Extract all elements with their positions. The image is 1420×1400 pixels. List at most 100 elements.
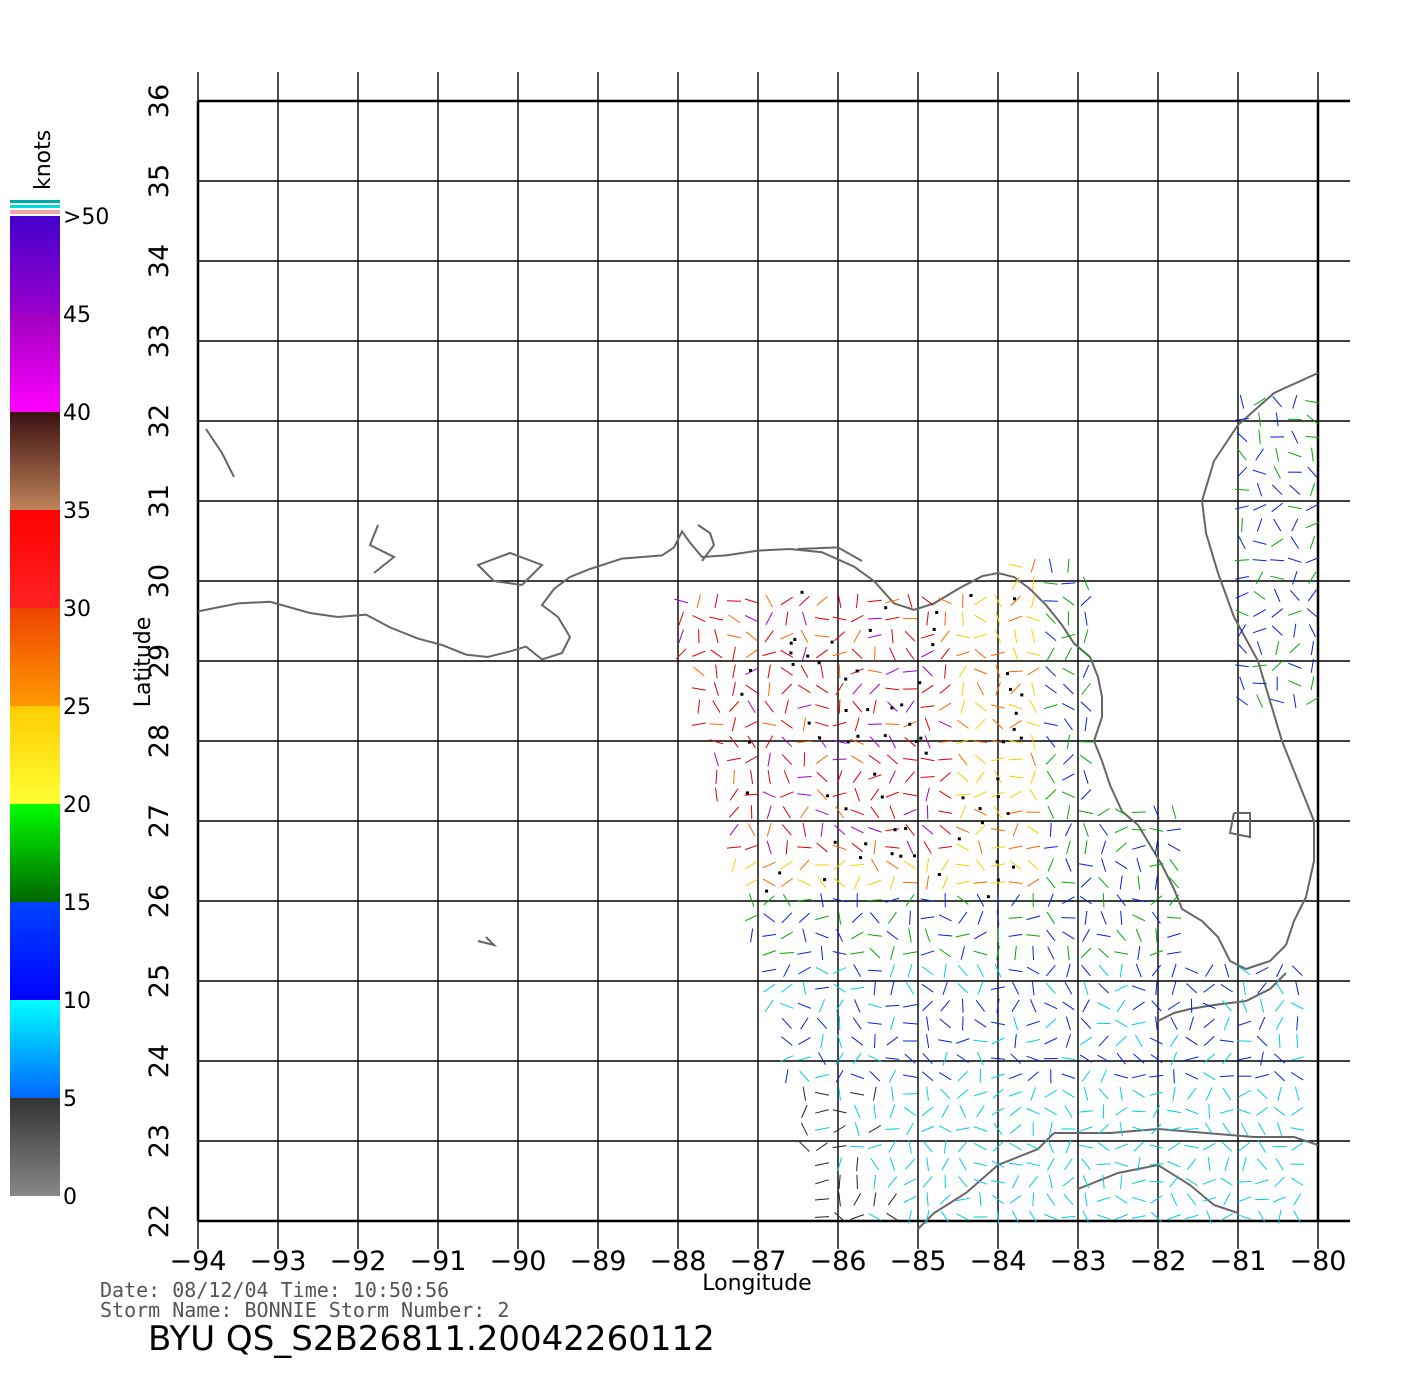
wind-vector xyxy=(1082,1210,1090,1224)
coastline-segment xyxy=(368,524,396,574)
wind-vector xyxy=(940,858,950,872)
wind-vector xyxy=(1030,558,1036,573)
wind-vector xyxy=(870,788,880,801)
wind-vector xyxy=(1237,1180,1252,1183)
wind-vector xyxy=(955,1127,970,1131)
wind-vector xyxy=(873,1192,877,1207)
rain-flag-dot xyxy=(969,594,973,597)
wind-vector xyxy=(744,844,759,851)
wind-vector xyxy=(1189,1016,1195,1031)
wind-vector xyxy=(762,950,776,956)
wind-vector xyxy=(976,682,984,696)
wind-vector xyxy=(1289,484,1301,495)
wind-vector xyxy=(1079,1126,1093,1132)
wind-vector xyxy=(991,863,1005,867)
lat-tick-label: 29 xyxy=(144,644,175,678)
wind-vector xyxy=(1131,1110,1146,1113)
wind-vector xyxy=(1309,483,1316,497)
wind-vector xyxy=(797,951,812,955)
coastline-segment xyxy=(1228,812,1251,839)
wind-vector xyxy=(940,630,950,643)
wind-vector xyxy=(1270,559,1285,562)
wind-vector xyxy=(888,1140,897,1153)
wind-vector xyxy=(1132,985,1146,991)
wind-vector xyxy=(904,630,916,642)
map-axes: −94 −93 −92 −91 −90 −89 −88 −87 −86 −85 −84 −83 −82−… xyxy=(144,84,1346,1277)
wind-vector xyxy=(1008,758,1023,761)
wind-vector xyxy=(1167,951,1181,955)
wind-vector xyxy=(1135,928,1142,943)
wind-vector xyxy=(1026,966,1040,975)
wind-vector xyxy=(955,793,970,796)
wind-vector xyxy=(1062,1177,1075,1187)
wind-vector xyxy=(1096,1163,1111,1165)
wind-vector xyxy=(1236,696,1248,706)
wind-vector xyxy=(1008,916,1023,919)
wind-vector xyxy=(1291,518,1299,532)
wind-vector xyxy=(905,823,915,836)
wind-vector xyxy=(1223,1192,1231,1206)
wind-vector xyxy=(1149,1037,1163,1045)
wind-vector xyxy=(1207,1157,1211,1172)
rain-flag-dot xyxy=(957,837,961,841)
wind-vector xyxy=(1184,1108,1199,1115)
rain-flag-dot xyxy=(844,677,848,681)
wind-vector xyxy=(1238,536,1246,550)
wind-vector xyxy=(1031,629,1036,644)
wind-vector xyxy=(1131,1179,1146,1185)
wind-vector xyxy=(955,863,970,867)
wind-vector xyxy=(1083,1086,1089,1101)
wind-vector xyxy=(1027,1071,1039,1082)
wind-vector xyxy=(926,1016,930,1031)
wind-vector xyxy=(976,893,985,907)
wind-vector xyxy=(1131,829,1146,831)
wind-vector xyxy=(1084,910,1088,925)
wind-vector xyxy=(1252,540,1267,545)
wind-vector xyxy=(885,828,900,832)
wind-vector xyxy=(1234,559,1250,562)
coastline-segment xyxy=(1077,1163,1239,1214)
wind-vector xyxy=(975,770,985,784)
lon-tick-label: −87 xyxy=(730,1246,787,1277)
wind-vector xyxy=(1289,589,1300,601)
rain-flag-dot xyxy=(1009,687,1012,691)
lon-tick-label: −92 xyxy=(330,1246,387,1277)
wind-vector xyxy=(1030,752,1036,767)
wind-vector xyxy=(1167,843,1181,852)
rain-flag-dot xyxy=(893,828,897,832)
wind-vector xyxy=(1098,1088,1109,1100)
wind-vector xyxy=(1132,1089,1146,1098)
wind-vector xyxy=(906,1122,914,1136)
wind-vector xyxy=(938,720,952,728)
coastline xyxy=(197,372,1319,1230)
wind-vector xyxy=(820,664,824,679)
wind-vector xyxy=(926,611,929,626)
wind-vector xyxy=(854,999,861,1013)
wind-vector xyxy=(956,719,969,729)
colorbar-band xyxy=(10,216,60,314)
wind-vector xyxy=(745,649,758,659)
wind-vector xyxy=(959,1104,967,1118)
wind-vector xyxy=(973,1126,988,1132)
wind-vector xyxy=(1045,964,1056,977)
wind-vector xyxy=(766,822,772,837)
wind-vector xyxy=(1115,860,1128,870)
colorbar-tick-label: 45 xyxy=(63,303,91,328)
wind-vector xyxy=(975,999,985,1012)
wind-vector xyxy=(1026,1020,1040,1027)
wind-vector xyxy=(994,770,1002,784)
wind-vector xyxy=(1080,648,1092,660)
wind-vector xyxy=(1012,823,1019,837)
wind-vector xyxy=(1078,1110,1094,1113)
wind-vector xyxy=(1185,1177,1198,1186)
wind-vector xyxy=(727,634,741,639)
wind-vector xyxy=(1273,1106,1286,1117)
wind-vector xyxy=(815,1162,829,1167)
wind-vector xyxy=(780,1002,794,1009)
wind-vector xyxy=(745,860,758,870)
wind-vector xyxy=(747,823,756,837)
wind-vector xyxy=(1235,664,1249,668)
wind-vector xyxy=(957,1070,969,1082)
wind-vector xyxy=(873,1086,877,1101)
wind-vector xyxy=(993,805,1003,819)
